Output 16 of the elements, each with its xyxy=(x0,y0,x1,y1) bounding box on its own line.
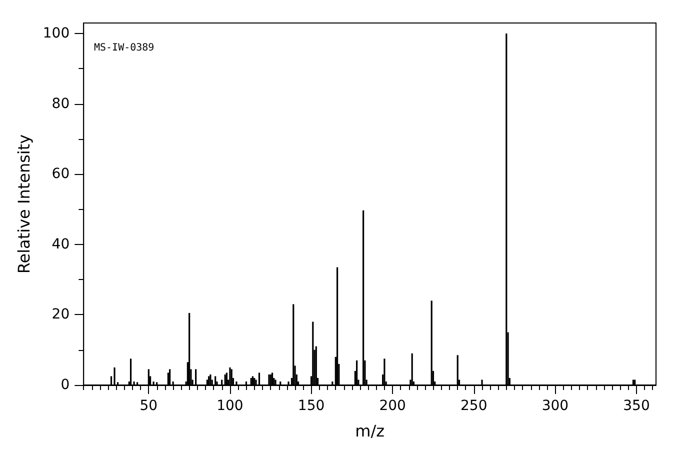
x-tick-label: 350 xyxy=(623,398,650,414)
y-tick-label: 0 xyxy=(60,377,70,393)
x-tick-label: 250 xyxy=(460,398,488,414)
y-tick-label: 40 xyxy=(52,236,70,252)
y-tick-label: 20 xyxy=(52,306,70,323)
x-tick-label: 100 xyxy=(216,398,244,414)
x-tick-label: 300 xyxy=(542,398,569,414)
annotation: MS-IW-0389 xyxy=(94,42,154,54)
y-tick-label: 80 xyxy=(52,96,70,112)
x-tick-label: 150 xyxy=(298,398,325,414)
y-tick-label: 100 xyxy=(42,26,70,42)
x-axis-title: m/z xyxy=(355,422,384,440)
x-tick-label: 200 xyxy=(379,398,406,414)
x-tick-label: 50 xyxy=(140,398,158,414)
y-axis-title: Relative Intensity xyxy=(14,134,34,274)
y-tick-label: 60 xyxy=(52,166,70,182)
